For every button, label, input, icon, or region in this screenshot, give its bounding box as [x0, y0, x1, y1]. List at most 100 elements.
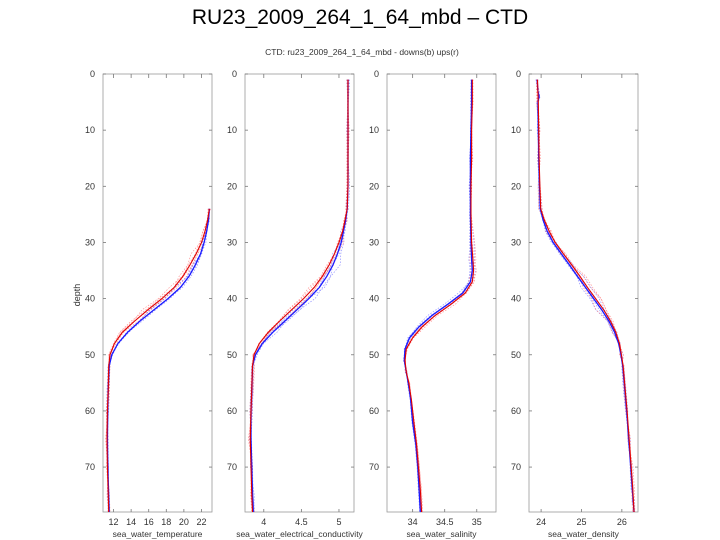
upcast-trace	[105, 208, 210, 512]
y-tick-label: 20	[369, 181, 379, 191]
ups-mean-line	[106, 208, 210, 512]
upcast-trace	[536, 79, 633, 512]
downcast-trace	[535, 79, 635, 512]
curves	[248, 79, 351, 512]
y-tick-label: 40	[511, 294, 521, 304]
y-tick-label: 0	[232, 69, 237, 79]
y-tick-label: 0	[516, 69, 521, 79]
upcast-trace	[248, 79, 349, 512]
downcast-trace	[249, 79, 350, 512]
downs-mean-line	[403, 79, 473, 512]
ups-mean-line	[404, 79, 475, 512]
ups-mean-line	[249, 79, 349, 512]
y-tick-label: 30	[511, 237, 521, 247]
y-tick-label: 10	[511, 125, 521, 135]
x-axis-label: sea_water_density	[548, 529, 620, 539]
x-tick-label: 22	[196, 517, 206, 527]
downcast-trace	[106, 208, 210, 512]
x-tick-label: 18	[161, 517, 171, 527]
y-tick-label: 40	[227, 294, 237, 304]
upcast-trace	[105, 208, 210, 512]
y-tick-label: 30	[85, 237, 95, 247]
panel-density: 0 10 20 30 40 50 60 70 24 25 26 sea_water_density	[511, 69, 639, 539]
y-tick-label: 70	[85, 462, 95, 472]
chart-title: CTD: ru23_2009_264_1_64_mbd - downs(b) u…	[265, 47, 459, 57]
y-tick-label: 0	[90, 69, 95, 79]
downcast-trace	[106, 208, 211, 512]
y-tick-label: 60	[369, 406, 379, 416]
upcast-trace	[404, 79, 477, 512]
downcast-trace	[250, 79, 350, 512]
panel-frame	[528, 73, 639, 513]
x-tick-label: 34	[408, 517, 418, 527]
downs-mean-line	[536, 79, 635, 512]
y-tick-label: 50	[227, 350, 237, 360]
x-axis-label: sea_water_salinity	[407, 529, 478, 539]
x-tick-label: 20	[179, 517, 189, 527]
y-tick-label: 30	[369, 237, 379, 247]
panel-frame	[102, 73, 213, 513]
y-tick-label: 50	[511, 350, 521, 360]
downcast-trace	[536, 79, 635, 512]
x-tick-label: 26	[617, 517, 627, 527]
upcast-trace	[403, 79, 474, 512]
y-tick-label: 30	[227, 237, 237, 247]
y-tick-label: 10	[85, 125, 95, 135]
x-axis-label: sea_water_electrical_conductivity	[236, 529, 363, 539]
panel-conductivity: 0 10 20 30 40 50 60 70 4 4.5 5 sea_water_electrical…	[227, 69, 364, 539]
x-axis-label: sea_water_temperature	[113, 529, 203, 539]
y-tick-label: 60	[85, 406, 95, 416]
upcast-trace	[536, 79, 636, 512]
x-tick-label: 12	[109, 517, 119, 527]
y-tick-label: 10	[227, 125, 237, 135]
y-tick-label: 40	[369, 294, 379, 304]
panel-frame	[244, 73, 355, 513]
upcast-trace	[536, 79, 635, 512]
upcast-trace	[535, 79, 634, 512]
upcast-trace	[404, 79, 474, 512]
slide-title: RU23_2009_264_1_64_mbd – CTD	[191, 6, 529, 29]
downcast-trace	[106, 208, 210, 512]
y-tick-label: 70	[227, 462, 237, 472]
upcast-trace	[248, 79, 349, 512]
downs-mean-line	[106, 208, 211, 512]
x-tick-label: 16	[144, 517, 154, 527]
x-tick-label: 5	[336, 517, 341, 527]
panel-temperature: 0 10 20 30 40 50 60 70 12 14 16 18 20 22 sea_water_tem…	[85, 69, 213, 539]
x-tick-label: 4	[261, 517, 266, 527]
y-tick-label: 0	[374, 69, 379, 79]
y-tick-label: 40	[85, 294, 95, 304]
panel-salinity: 0 10 20 30 40 50 60 70 34 34.5 35 sea_water_salinit…	[369, 69, 497, 539]
y-tick-label: 70	[369, 462, 379, 472]
ups-mean-line	[536, 79, 635, 512]
downs-mean-line	[250, 79, 349, 512]
y-axis-label: depth	[72, 284, 82, 307]
x-tick-label: 34.5	[436, 517, 454, 527]
y-tick-label: 70	[511, 462, 521, 472]
upcast-trace	[106, 208, 209, 512]
x-tick-label: 14	[126, 517, 136, 527]
downcast-trace	[535, 79, 635, 512]
downcast-trace	[250, 79, 351, 512]
downcast-trace	[249, 79, 350, 512]
y-tick-label: 60	[511, 406, 521, 416]
y-tick-label: 50	[85, 350, 95, 360]
x-tick-label: 4.5	[295, 517, 308, 527]
upcast-trace	[106, 208, 211, 512]
curves	[402, 79, 477, 512]
y-tick-label: 50	[369, 350, 379, 360]
curves	[535, 79, 636, 512]
y-tick-label: 20	[227, 181, 237, 191]
panel-frame	[386, 73, 497, 513]
y-tick-label: 60	[227, 406, 237, 416]
y-tick-label: 20	[85, 181, 95, 191]
downcast-trace	[536, 79, 636, 512]
x-tick-label: 25	[576, 517, 586, 527]
x-tick-label: 35	[472, 517, 482, 527]
curves	[105, 208, 211, 512]
y-tick-label: 10	[369, 125, 379, 135]
upcast-trace	[249, 79, 349, 512]
y-tick-label: 20	[511, 181, 521, 191]
